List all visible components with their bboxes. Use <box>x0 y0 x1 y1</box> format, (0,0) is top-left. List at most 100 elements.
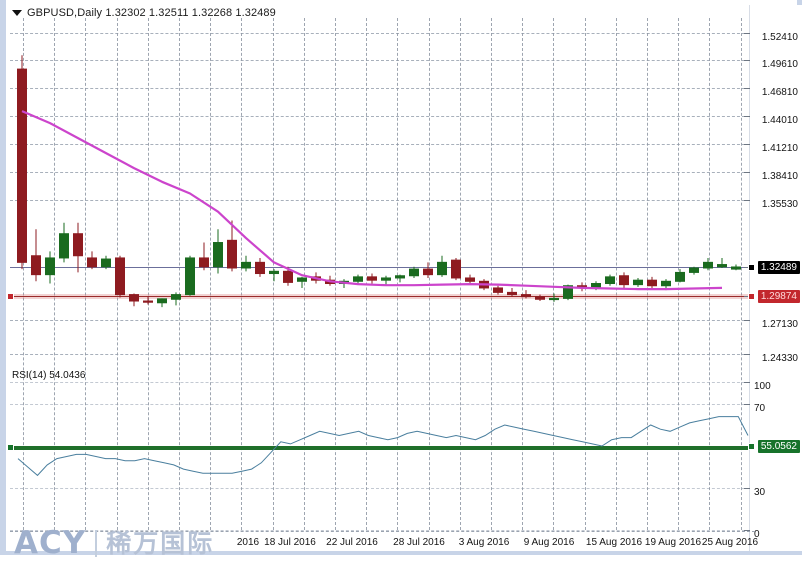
axis-tick <box>744 172 750 173</box>
candlestick <box>143 296 153 305</box>
rsi-pane <box>10 368 755 530</box>
candlestick <box>423 262 433 278</box>
candlestick <box>353 274 363 285</box>
brand-logo-chinese: 稀万国际 <box>106 529 215 558</box>
price-axis-label: 1.27130 <box>761 319 798 330</box>
date-axis-label: 15 Aug 2016 <box>585 537 643 548</box>
candlestick <box>269 269 279 282</box>
date-axis: 2016 18 Jul 2016 22 Jul 2016 28 Jul 2016 3 A… <box>0 534 802 552</box>
scale-divider <box>749 5 750 551</box>
axis-tick <box>744 354 750 355</box>
candlestick <box>199 242 209 271</box>
date-axis-label: 18 Jul 2016 <box>264 537 316 548</box>
candlestick <box>535 294 545 302</box>
bid-line-handle[interactable] <box>7 293 14 300</box>
rsi-line <box>17 416 749 477</box>
candlestick <box>59 222 69 263</box>
candlestick <box>297 276 307 288</box>
bid-price-label: 1.29874 <box>757 290 800 303</box>
brand-logo-acy: ACY <box>14 525 87 561</box>
date-axis-label: 3 Aug 2016 <box>458 537 510 548</box>
candlestick <box>213 229 223 274</box>
date-axis-label: 9 Aug 2016 <box>523 537 575 548</box>
last-price-handle[interactable] <box>748 264 755 271</box>
date-axis-label: 19 Aug 2016 <box>644 537 702 548</box>
price-axis-label: 1.46810 <box>761 87 798 98</box>
axis-tick <box>744 296 750 297</box>
candlestick <box>101 255 111 270</box>
candlestick <box>129 293 139 307</box>
price-axis-label: 1.38410 <box>761 171 798 182</box>
candlestick <box>17 55 27 270</box>
rsi-indicator-label: RSI(14) 54.0436 <box>12 370 86 381</box>
candlestick <box>689 266 699 275</box>
candlestick <box>73 222 83 273</box>
candlestick <box>507 287 517 297</box>
symbol-header[interactable]: GBPUSD,Daily 1.32302 1.32511 1.32268 1.3… <box>12 7 276 19</box>
candlestick <box>493 285 503 295</box>
axis-tick <box>744 144 750 145</box>
candlestick-series <box>17 55 741 308</box>
rsi-axis-label: 0 <box>754 529 760 540</box>
price-axis-label: 1.49610 <box>761 59 798 70</box>
date-axis-line <box>10 531 755 532</box>
price-axis-label: 1.41210 <box>761 143 798 154</box>
date-axis-label: 25 Aug 2016 <box>701 537 759 548</box>
last-price-line <box>10 267 755 268</box>
price-scale[interactable]: 1.52410 1.49610 1.46810 1.44010 1.41210 1.384… <box>750 5 802 551</box>
bid-price-line <box>10 296 755 297</box>
price-pane <box>10 18 755 363</box>
bid-price-handle[interactable] <box>748 293 755 300</box>
candlestick <box>367 273 377 284</box>
window-frame-below <box>0 555 802 573</box>
rsi-level-line <box>10 446 755 450</box>
candlestick <box>157 298 167 308</box>
axis-tick <box>744 88 750 89</box>
candlestick <box>451 257 461 281</box>
window-frame-bottom <box>0 551 802 555</box>
candlestick <box>395 274 405 283</box>
axis-tick <box>744 60 750 61</box>
candlestick <box>227 220 237 272</box>
candlestick <box>171 292 181 306</box>
rsi-value-label: 55.0562 <box>757 440 800 453</box>
candlestick <box>675 269 685 283</box>
rsi-axis-label: 30 <box>754 487 766 498</box>
axis-tick <box>744 320 750 321</box>
window-frame-left <box>0 0 6 551</box>
axis-tick <box>744 382 750 383</box>
axis-tick <box>744 116 750 117</box>
axis-tick <box>744 200 750 201</box>
candlestick <box>185 255 195 296</box>
rsi-line-handle[interactable] <box>7 444 14 451</box>
candlestick <box>381 275 391 285</box>
chevron-down-icon[interactable] <box>12 10 22 16</box>
candlestick <box>717 257 727 268</box>
date-axis-label: 28 Jul 2016 <box>393 537 445 548</box>
candlestick <box>549 293 559 302</box>
price-axis-label: 1.35530 <box>761 199 798 210</box>
candlestick <box>437 255 447 277</box>
candlestick <box>115 255 125 298</box>
price-axis-label: 1.52410 <box>761 32 798 43</box>
candlestick <box>45 251 55 284</box>
axis-tick <box>744 530 750 531</box>
moving-average-line <box>21 110 723 291</box>
axis-tick <box>744 404 750 405</box>
brand-logo-divider <box>95 530 98 557</box>
date-axis-label: 2016 <box>236 537 260 548</box>
candlestick <box>31 229 41 282</box>
rsi-value-handle[interactable] <box>748 443 755 450</box>
rsi-series <box>17 416 749 477</box>
candlestick <box>731 264 741 271</box>
date-axis-label: 22 Jul 2016 <box>326 537 378 548</box>
axis-tick <box>744 33 750 34</box>
candlestick <box>465 274 475 285</box>
candlestick <box>633 277 643 287</box>
axis-tick <box>744 267 750 268</box>
candlestick <box>255 257 265 277</box>
price-axis-label: 1.24330 <box>761 353 798 364</box>
last-price-label: 1.32489 <box>757 261 800 274</box>
axis-tick <box>744 488 750 489</box>
